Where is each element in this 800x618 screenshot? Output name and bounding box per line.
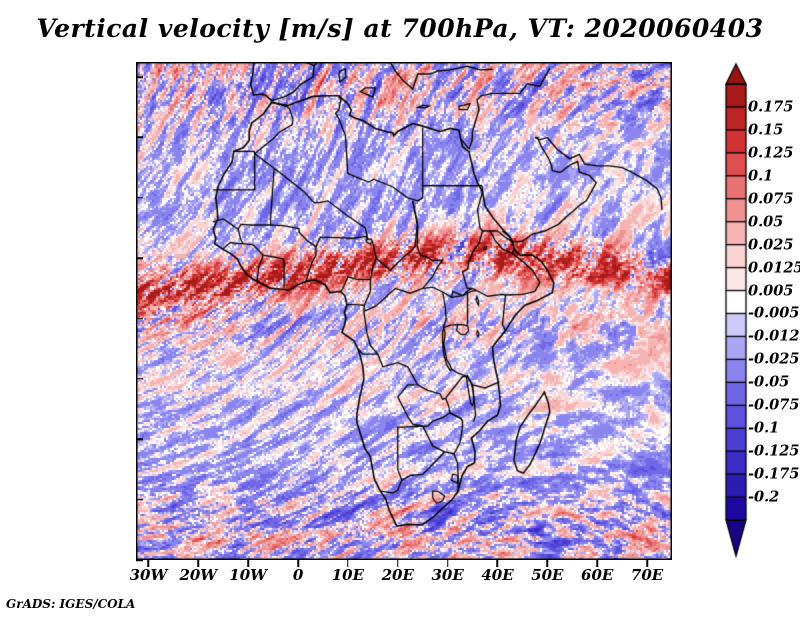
latitude-tick-mark bbox=[136, 257, 143, 259]
latitude-tick-mark bbox=[136, 378, 143, 380]
colorbar-tick-label: -0.0125 bbox=[748, 327, 800, 345]
colorbar-tick-label: 0.1 bbox=[748, 167, 774, 185]
longitude-tick-mark bbox=[297, 560, 299, 567]
longitude-tick-mark bbox=[197, 560, 200, 567]
longitude-tick-mark bbox=[147, 560, 150, 567]
colorbar-tick-label: 0.125 bbox=[748, 144, 794, 162]
colorbar-tick-label: 0.0125 bbox=[748, 259, 800, 277]
longitude-tick-mark bbox=[596, 560, 598, 567]
colorbar-tick-label: -0.125 bbox=[748, 442, 800, 460]
page-title: Vertical velocity [m/s] at 700hPa, VT: 2… bbox=[36, 14, 764, 43]
longitude-tick-mark bbox=[347, 560, 349, 567]
map-plot-area bbox=[136, 62, 672, 560]
colorbar-tick-label: 0.15 bbox=[748, 121, 784, 139]
colorbar-tick-label: -0.025 bbox=[748, 350, 800, 368]
longitude-tick-label: 40E bbox=[481, 566, 514, 584]
longitude-tick-mark bbox=[546, 560, 549, 567]
longitude-tick-label: 30E bbox=[431, 566, 464, 584]
colorbar-tick-label: -0.1 bbox=[748, 419, 780, 437]
colorbar-tick-label: -0.075 bbox=[748, 396, 800, 414]
colorbar-tick-label: -0.05 bbox=[748, 373, 790, 391]
vertical-velocity-field bbox=[136, 62, 672, 560]
longitude-tick-label: 70E bbox=[630, 566, 664, 584]
colorbar-tick-label: 0.075 bbox=[748, 190, 794, 208]
colorbar-tick-label: -0.175 bbox=[748, 465, 800, 483]
colorbar-tick-label: 0.005 bbox=[748, 282, 794, 300]
colorbar-tick-label: -0.005 bbox=[748, 304, 800, 322]
longitude-tick-mark bbox=[646, 560, 648, 567]
longitude-tick-label: 20W bbox=[179, 566, 218, 584]
colorbar-swatches bbox=[718, 62, 800, 562]
colorbar-tick-label: 0.05 bbox=[748, 213, 784, 231]
longitude-tick-mark bbox=[496, 560, 499, 567]
latitude-tick-mark bbox=[136, 559, 143, 561]
longitude-tick-label: 20E bbox=[381, 566, 414, 584]
longitude-tick-label: 10E bbox=[331, 566, 365, 584]
longitude-tick-label: 50E bbox=[531, 566, 564, 584]
latitude-tick-mark bbox=[136, 317, 143, 320]
colorbar-tick-label: -0.2 bbox=[748, 488, 780, 506]
latitude-tick-mark bbox=[136, 76, 143, 78]
longitude-tick-mark bbox=[446, 560, 449, 567]
longitude-tick-label: 10W bbox=[229, 566, 268, 584]
longitude-tick-label: 60E bbox=[581, 566, 614, 584]
colorbar-tick-label: 0.025 bbox=[748, 236, 794, 254]
latitude-tick-mark bbox=[136, 197, 143, 199]
latitude-tick-mark bbox=[136, 136, 143, 139]
longitude-tick-label: 30W bbox=[129, 566, 168, 584]
latitude-tick-mark bbox=[136, 498, 143, 501]
longitude-tick-mark bbox=[397, 560, 399, 567]
latitude-tick-mark bbox=[136, 438, 143, 441]
colorbar: 0.175 0.15 0.125 0.1 0.075 0.05 0.025 0.0125 0.0… bbox=[718, 62, 800, 562]
longitude-tick-mark bbox=[247, 560, 249, 567]
colorbar-tick-label: 0.175 bbox=[748, 98, 794, 116]
longitude-tick-label: 0 bbox=[292, 566, 304, 584]
grads-credit: GrADS: IGES/COLA bbox=[6, 597, 136, 611]
